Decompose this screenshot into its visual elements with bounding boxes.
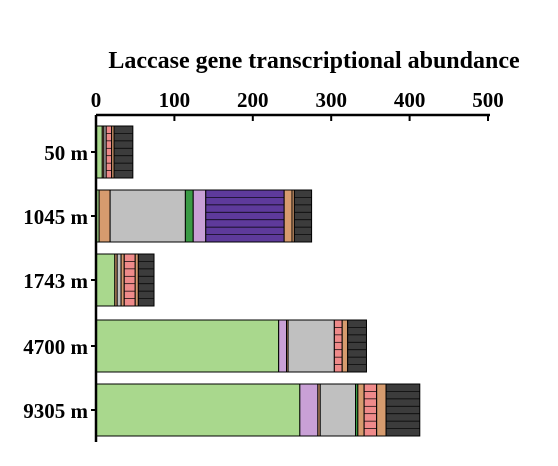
bar-segment-4-10 xyxy=(385,383,421,437)
bar-segment-3-1 xyxy=(278,319,288,373)
category-label-1: 1045 m xyxy=(23,205,88,229)
bar-segment-3-8 xyxy=(333,319,343,373)
bar-segment-1-5 xyxy=(192,189,207,243)
bar-segment-2-3 xyxy=(116,253,122,307)
x-tick-label-100: 100 xyxy=(159,88,191,112)
x-tick-label-300: 300 xyxy=(315,88,347,112)
bar-segment-3-10 xyxy=(347,319,367,373)
bar-segment-0-8 xyxy=(105,125,113,179)
x-tick-label-400: 400 xyxy=(394,88,426,112)
bar-segment-4-3 xyxy=(319,383,357,437)
chart-title: Laccase gene transcriptional abundance xyxy=(108,48,520,74)
bar-segment-4-8 xyxy=(363,383,378,437)
bars-group xyxy=(95,125,421,437)
x-tick-label-500: 500 xyxy=(472,88,504,112)
bar-segment-4-0 xyxy=(95,383,301,437)
bar-segment-3-9 xyxy=(341,319,349,373)
bar-segment-1-2 xyxy=(98,189,111,243)
bar-segment-4-7 xyxy=(357,383,365,437)
bar-segment-0-10 xyxy=(113,125,134,179)
category-label-4: 9305 m xyxy=(23,399,88,423)
x-tick-label-200: 200 xyxy=(237,88,269,112)
bar-segment-2-0 xyxy=(95,253,116,307)
x-axis: 0 100 200 300 400 500 xyxy=(91,88,504,442)
bar-segment-4-9 xyxy=(376,383,387,437)
bar-segment-1-4 xyxy=(184,189,194,243)
bar-segment-1-3 xyxy=(109,189,186,243)
bar-segment-4-1 xyxy=(299,383,319,437)
category-labels: 50 m 1045 m 1743 m 4700 m 9305 m xyxy=(23,141,96,423)
bar-segment-1-6 xyxy=(205,189,285,243)
bar-segment-2-10 xyxy=(137,253,155,307)
bar-segment-1-7 xyxy=(283,189,293,243)
bar-segment-2-8 xyxy=(123,253,136,307)
category-label-0: 50 m xyxy=(44,141,88,165)
x-tick-label-0: 0 xyxy=(91,88,102,112)
bar-segment-3-3 xyxy=(287,319,335,373)
bar-segment-1-10 xyxy=(293,189,313,243)
category-label-2: 1743 m xyxy=(23,269,88,293)
bar-segment-3-0 xyxy=(95,319,280,373)
category-label-3: 4700 m xyxy=(23,335,88,359)
